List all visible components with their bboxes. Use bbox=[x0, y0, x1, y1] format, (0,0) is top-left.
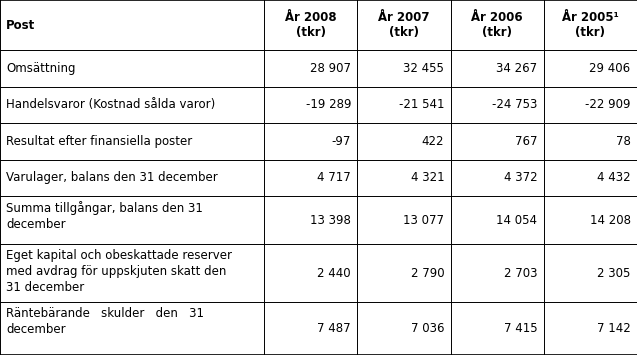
Text: -24 753: -24 753 bbox=[492, 98, 538, 111]
Text: 2 790: 2 790 bbox=[411, 267, 444, 280]
Text: Eget kapital och obeskattade reserver
med avdrag för uppskjuten skatt den
31 dec: Eget kapital och obeskattade reserver me… bbox=[6, 249, 233, 294]
Text: 2 440: 2 440 bbox=[317, 267, 351, 280]
Text: Resultat efter finansiella poster: Resultat efter finansiella poster bbox=[6, 135, 192, 148]
Text: 7 036: 7 036 bbox=[411, 322, 444, 335]
Text: 13 398: 13 398 bbox=[310, 214, 351, 227]
Text: Post: Post bbox=[6, 18, 36, 32]
Text: 7 487: 7 487 bbox=[317, 322, 351, 335]
Text: År 2008
(tkr): År 2008 (tkr) bbox=[285, 11, 337, 39]
Text: 767: 767 bbox=[515, 135, 538, 148]
Text: 422: 422 bbox=[422, 135, 444, 148]
Text: 2 703: 2 703 bbox=[504, 267, 538, 280]
Text: 29 406: 29 406 bbox=[589, 62, 631, 75]
Text: Räntebärande   skulder   den   31
december: Räntebärande skulder den 31 december bbox=[6, 307, 204, 336]
Text: År 2007
(tkr): År 2007 (tkr) bbox=[378, 11, 430, 39]
Text: 14 054: 14 054 bbox=[496, 214, 538, 227]
Text: -97: -97 bbox=[332, 135, 351, 148]
Text: -19 289: -19 289 bbox=[306, 98, 351, 111]
Text: 28 907: 28 907 bbox=[310, 62, 351, 75]
Text: 7 142: 7 142 bbox=[597, 322, 631, 335]
Text: 4 321: 4 321 bbox=[411, 171, 444, 185]
Text: 2 305: 2 305 bbox=[597, 267, 631, 280]
Text: 4 717: 4 717 bbox=[317, 171, 351, 185]
Text: -22 909: -22 909 bbox=[585, 98, 631, 111]
Text: 7 415: 7 415 bbox=[504, 322, 538, 335]
Text: 34 267: 34 267 bbox=[496, 62, 538, 75]
Text: 4 432: 4 432 bbox=[597, 171, 631, 185]
Text: År 2006
(tkr): År 2006 (tkr) bbox=[471, 11, 523, 39]
Text: Handelsvaror (Kostnad sålda varor): Handelsvaror (Kostnad sålda varor) bbox=[6, 98, 215, 111]
Text: 14 208: 14 208 bbox=[589, 214, 631, 227]
Text: År 2005¹
(tkr): År 2005¹ (tkr) bbox=[562, 11, 619, 39]
Text: 78: 78 bbox=[615, 135, 631, 148]
Text: Varulager, balans den 31 december: Varulager, balans den 31 december bbox=[6, 171, 218, 185]
Text: 4 372: 4 372 bbox=[504, 171, 538, 185]
Text: -21 541: -21 541 bbox=[399, 98, 444, 111]
Text: 32 455: 32 455 bbox=[403, 62, 444, 75]
Text: 13 077: 13 077 bbox=[403, 214, 444, 227]
Text: Omsättning: Omsättning bbox=[6, 62, 76, 75]
Text: Summa tillgångar, balans den 31
december: Summa tillgångar, balans den 31 december bbox=[6, 201, 203, 231]
